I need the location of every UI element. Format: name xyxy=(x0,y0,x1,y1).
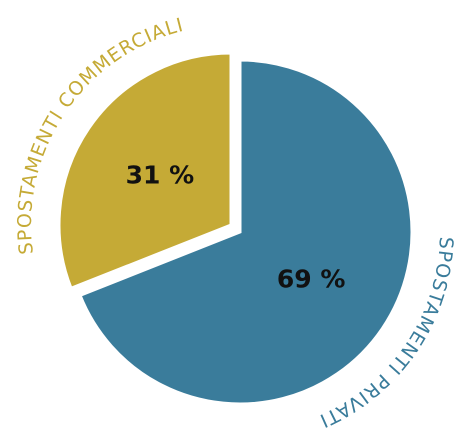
data-label: 69 % xyxy=(277,264,346,293)
pie-slice xyxy=(57,51,233,291)
pie-slice xyxy=(78,58,414,406)
data-label: 31 % xyxy=(126,161,195,190)
